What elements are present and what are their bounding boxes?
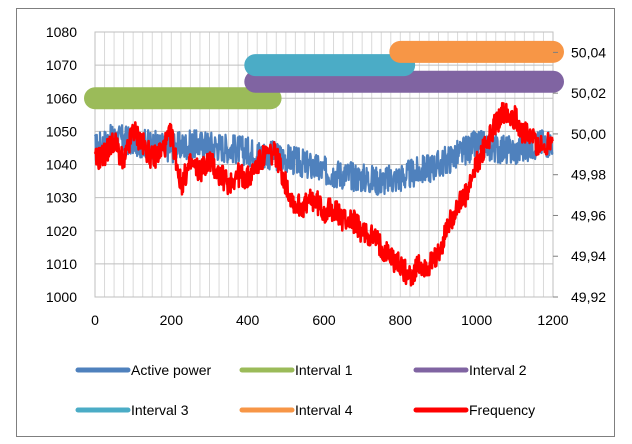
legend-label: Interval 1 xyxy=(295,362,353,378)
y-tick-label: 1010 xyxy=(46,256,77,272)
y2-tick-label: 49,98 xyxy=(571,167,606,183)
x-tick-label: 600 xyxy=(312,312,336,328)
y2-tick-label: 49,96 xyxy=(571,207,606,223)
legend-label: Frequency xyxy=(469,402,535,418)
y-tick-label: 1030 xyxy=(46,190,77,206)
x-axis: 0 200 400 600 800 1000 1200 xyxy=(91,312,569,328)
left-axis: 1000 1010 1020 1030 1040 1050 1060 1070 1080 xyxy=(46,24,77,305)
legend-label: Interval 4 xyxy=(295,402,353,418)
y2-tick-label: 50,02 xyxy=(571,85,606,101)
y2-tick-label: 50,00 xyxy=(571,126,606,142)
legend-label: Interval 3 xyxy=(131,402,189,418)
x-tick-label: 800 xyxy=(389,312,413,328)
y-tick-label: 1070 xyxy=(46,57,77,73)
y-tick-label: 1000 xyxy=(46,289,77,305)
plot-border xyxy=(94,31,554,298)
y-tick-label: 1080 xyxy=(46,24,77,40)
legend-label: Active power xyxy=(131,362,211,378)
y-tick-label: 1050 xyxy=(46,123,77,139)
x-tick-label: 0 xyxy=(91,312,99,328)
x-tick-label: 1200 xyxy=(537,312,568,328)
plot-area xyxy=(84,40,564,287)
legend: Active power Interval 1 Interval 2 Interval… xyxy=(75,362,535,418)
y-tick-label: 1060 xyxy=(46,90,77,106)
y2-tick-label: 49,92 xyxy=(571,289,606,305)
x-tick-label: 400 xyxy=(236,312,260,328)
y-tick-label: 1020 xyxy=(46,223,77,239)
legend-label: Interval 2 xyxy=(469,362,527,378)
x-tick-label: 1000 xyxy=(461,312,492,328)
series-active-power-line xyxy=(93,123,554,196)
series-frequency-line xyxy=(93,101,554,287)
y2-tick-label: 50,04 xyxy=(571,44,606,60)
x-tick-label: 200 xyxy=(160,312,184,328)
right-axis: 49,92 49,94 49,96 49,98 50,00 50,02 50,04 xyxy=(553,44,606,305)
y-tick-label: 1040 xyxy=(46,157,77,173)
y2-tick-label: 49,94 xyxy=(571,248,606,264)
